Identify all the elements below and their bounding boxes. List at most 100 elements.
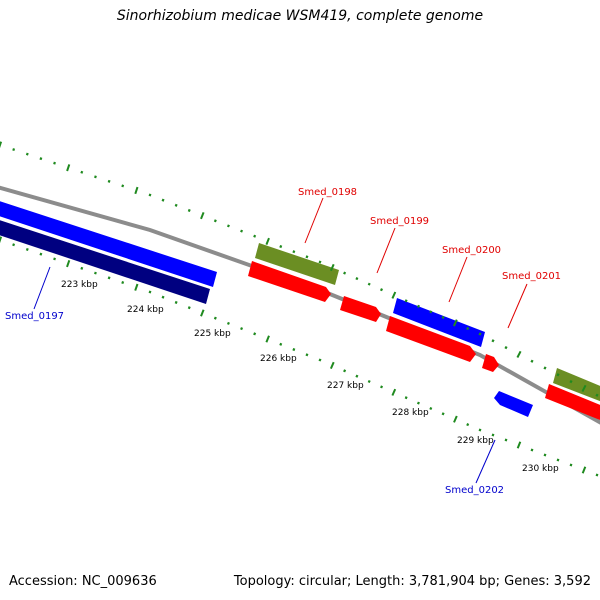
major-tick: [134, 186, 139, 195]
major-tick: [200, 212, 205, 220]
minor-tick: [491, 433, 495, 437]
minor-tick: [504, 438, 508, 442]
gene-arrow-red-0200[interactable]: [386, 316, 476, 362]
gene-label-smed-0202[interactable]: Smed_0202: [445, 485, 504, 496]
minor-tick: [429, 310, 433, 314]
outer-tick-row: [0, 141, 599, 397]
minor-tick: [367, 282, 371, 286]
minor-tick: [305, 353, 309, 357]
major-tick: [391, 291, 397, 299]
minor-tick: [404, 396, 408, 400]
minor-tick: [429, 406, 433, 411]
gene-arrow-red-0198[interactable]: [248, 261, 331, 302]
major-tick: [453, 415, 458, 423]
gene-arrow-red-0199[interactable]: [340, 296, 381, 322]
major-tick: [452, 319, 458, 327]
accession-label: Accession: NC_009636: [9, 574, 157, 589]
minor-tick: [240, 327, 244, 331]
minor-tick: [25, 247, 29, 251]
gene-label-smed-0198[interactable]: Smed_0198: [298, 187, 357, 198]
minor-tick: [107, 179, 111, 183]
gene-label-leaders: [33, 197, 528, 484]
minor-tick: [416, 401, 420, 405]
gene-bar-blue-0200[interactable]: [393, 298, 485, 347]
leader-line-0199: [376, 227, 396, 274]
gene-arrow-red-0201[interactable]: [482, 354, 499, 372]
minor-tick: [530, 359, 534, 363]
gene-bar-blue-0197[interactable]: [0, 198, 217, 287]
leader-line-0200: [448, 256, 468, 303]
major-tick: [516, 350, 522, 358]
minor-tick: [595, 393, 599, 397]
map-title: Sinorhizobium medicae WSM419, complete g…: [116, 8, 484, 24]
major-tick: [391, 388, 397, 396]
gene-bar-red-right[interactable]: [545, 384, 600, 424]
minor-tick: [441, 412, 445, 416]
minor-tick: [491, 339, 495, 343]
minor-tick: [292, 347, 296, 352]
major-tick: [265, 237, 270, 245]
minor-tick: [404, 299, 408, 303]
minor-tick: [94, 271, 97, 275]
minor-tick: [556, 458, 560, 462]
leader-line-0201: [507, 283, 528, 329]
minor-tick: [148, 193, 152, 197]
inner-tick-row: [0, 236, 599, 477]
minor-tick: [253, 234, 257, 238]
minor-tick: [161, 295, 165, 299]
major-tick: [66, 164, 71, 172]
leader-line-0197: [33, 266, 51, 310]
minor-tick: [80, 266, 84, 270]
gene-bar-olive-1[interactable]: [255, 243, 339, 285]
minor-tick: [253, 332, 257, 336]
minor-tick: [355, 374, 359, 378]
minor-tick: [39, 252, 43, 256]
minor-tick: [53, 161, 56, 165]
minor-tick: [355, 277, 359, 281]
gene-bar-dark-blue-0197[interactable]: [0, 217, 210, 304]
major-tick: [200, 309, 205, 317]
minor-tick: [53, 257, 56, 261]
minor-tick: [466, 326, 470, 331]
tick-label: 229 kbp: [457, 436, 494, 446]
gene-label-smed-0199[interactable]: Smed_0199: [370, 216, 429, 227]
minor-tick: [367, 379, 371, 384]
minor-tick: [107, 276, 111, 280]
minor-tick: [569, 379, 573, 384]
minor-tick: [441, 315, 445, 319]
minor-tick: [240, 229, 244, 233]
minor-tick: [121, 281, 125, 285]
gene-arrow-blue-0202[interactable]: [494, 391, 533, 417]
major-tick: [265, 335, 270, 343]
minor-tick: [187, 306, 191, 310]
minor-tick: [543, 366, 547, 370]
minor-tick: [213, 316, 217, 320]
gene-label-smed-0200[interactable]: Smed_0200: [442, 245, 501, 256]
backbone-outer-line: [0, 185, 600, 425]
minor-tick: [187, 208, 191, 213]
leader-line-0202: [475, 439, 496, 484]
major-tick: [581, 466, 587, 474]
gene-features[interactable]: [0, 198, 600, 424]
minor-tick: [25, 152, 29, 156]
genome-summary: Topology: circular; Length: 3,781,904 bp…: [233, 574, 591, 589]
gene-label-smed-0201[interactable]: Smed_0201: [502, 271, 561, 282]
major-tick: [581, 384, 587, 392]
minor-tick: [94, 175, 97, 179]
gene-bar-olive-2[interactable]: [553, 368, 600, 405]
minor-tick: [478, 428, 482, 432]
tick-label: 224 kbp: [127, 305, 164, 315]
minor-tick: [556, 373, 560, 377]
minor-tick: [161, 198, 165, 202]
tick-label: 225 kbp: [194, 329, 231, 339]
minor-tick: [148, 290, 152, 294]
minor-tick: [379, 288, 384, 292]
gene-label-smed-0197[interactable]: Smed_0197: [5, 311, 64, 322]
major-tick: [516, 441, 522, 449]
minor-tick: [39, 157, 43, 161]
minor-tick: [226, 321, 230, 325]
minor-tick: [226, 224, 230, 228]
minor-tick: [279, 342, 283, 346]
minor-tick: [213, 219, 217, 223]
